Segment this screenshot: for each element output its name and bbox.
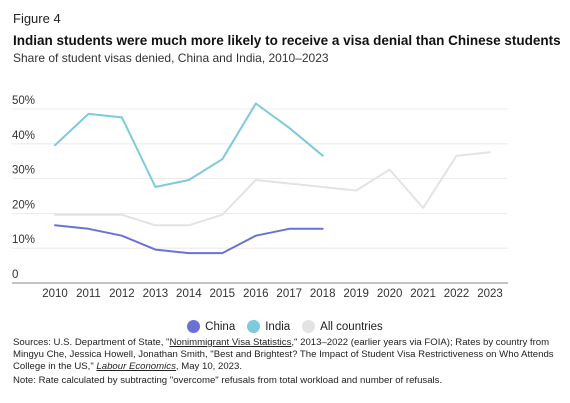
sources-text: Sources: U.S. Department of State, "Noni…	[13, 337, 561, 373]
figure-label: Figure 4	[13, 11, 61, 26]
chart-subtitle: Share of student visas denied, China and…	[13, 51, 329, 65]
legend-label: India	[265, 320, 291, 333]
y-axis-ticks: 0 10% 20% 30% 40% 50%	[12, 95, 35, 281]
x-tick-label: 2023	[477, 288, 503, 300]
y-tick-label: 40%	[12, 130, 35, 142]
legend-dot-icon	[187, 320, 201, 333]
x-tick-label: 2014	[176, 288, 202, 300]
sources-middle: ," 2013–2022 (earlier years via FOIA); R…	[13, 337, 554, 372]
y-tick-label: 10%	[12, 234, 35, 246]
y-tick-label: 30%	[12, 165, 35, 177]
line-chart: 010%20%30%40%50% 2010 2011 2012 2013 2014 201…	[12, 95, 508, 300]
x-tick-label: 2018	[310, 288, 336, 300]
legend-dot-icon	[247, 320, 261, 333]
x-tick-label: 2012	[109, 288, 135, 300]
sources-prefix: Sources: U.S. Department of State, "	[13, 337, 170, 348]
x-tick-label: 2013	[143, 288, 169, 300]
series-line-all-countries	[54, 151, 491, 227]
series-line-india	[54, 102, 324, 188]
x-tick-label: 2022	[444, 288, 470, 300]
x-tick-label: 2019	[343, 288, 369, 300]
labour-economics-link[interactable]: Labour Economics	[96, 361, 176, 372]
note-text: Note: Rate calculated by subtracting "ov…	[13, 375, 443, 386]
y-tick-label: 20%	[12, 199, 35, 211]
x-tick-label: 2017	[276, 288, 302, 300]
x-tick-label: 2010	[42, 288, 68, 300]
x-tick-label: 2020	[377, 288, 403, 300]
y-tick-label: 50%	[12, 95, 35, 107]
legend-label: All countries	[320, 320, 383, 333]
x-tick-label: 2021	[410, 288, 436, 300]
gridlines	[12, 108, 508, 284]
chart-title: Indian students were much more likely to…	[13, 33, 561, 48]
sources-suffix: , May 10, 2023.	[175, 361, 243, 372]
x-axis-ticks: 2010 2011 2012 2013 2014 2015 2016 2017 2018 2019…	[42, 288, 503, 300]
x-tick-label: 2015	[210, 288, 236, 300]
series-line-china	[54, 224, 324, 255]
legend-label: China	[205, 320, 236, 333]
y-tick-label: 0	[12, 269, 18, 281]
x-tick-label: 2011	[76, 288, 101, 300]
series-lines	[54, 102, 491, 255]
nonimmigrant-visa-statistics-link[interactable]: Nonimmigrant Visa Statistics	[169, 337, 292, 348]
legend-item: All countries	[302, 320, 383, 333]
legend-item: China	[187, 320, 235, 333]
x-tick-label: 2016	[243, 288, 269, 300]
legend-item: India	[247, 320, 290, 333]
legend-dot-icon	[302, 320, 316, 333]
legend: China India All countries	[0, 320, 570, 336]
